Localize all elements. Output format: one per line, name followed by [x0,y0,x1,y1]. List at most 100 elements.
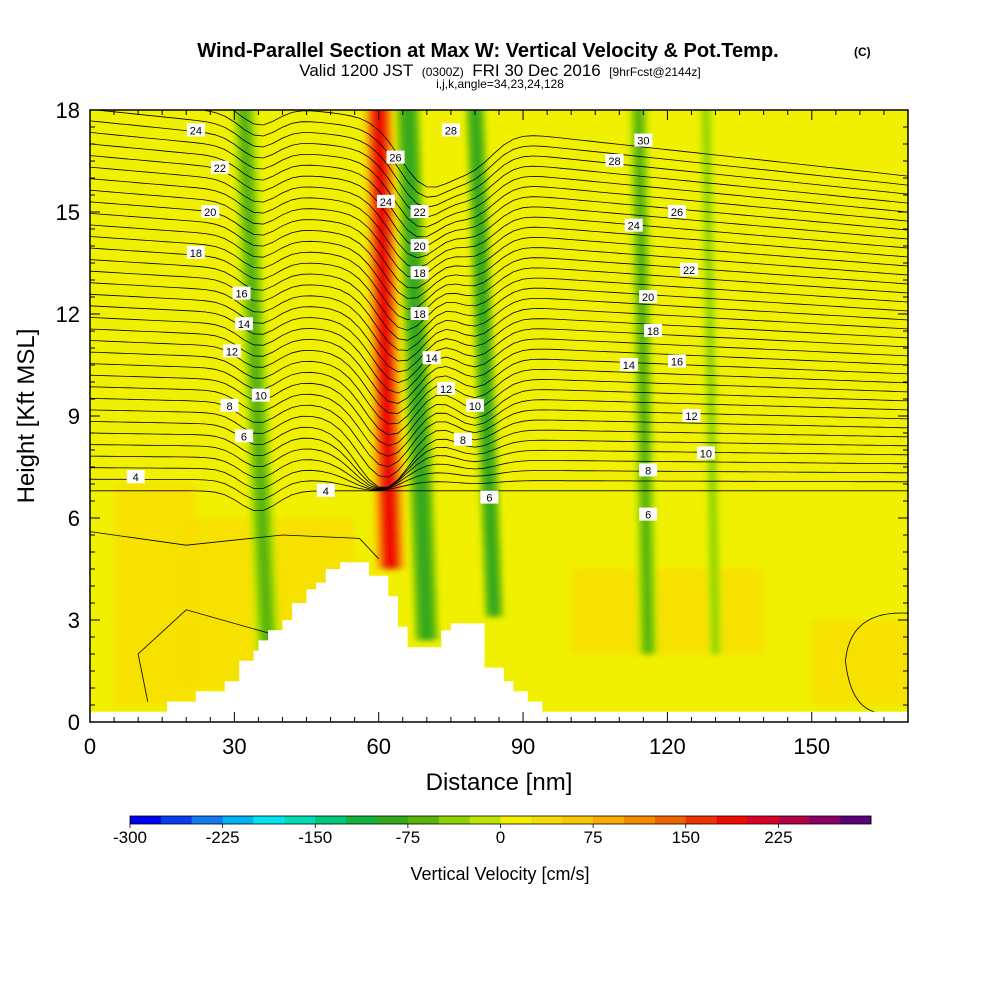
contour-label: 6 [645,510,651,522]
contour-label-bg [210,160,229,174]
contour-label: 10 [700,448,712,460]
theta-contour-line [90,467,908,491]
contour-label-bg [624,218,643,232]
contour-label-bg [234,317,253,331]
contour-label: 6 [486,493,492,505]
colorbar-swatch [315,816,347,824]
colorbar-swatch [593,816,625,824]
contour-label: 14 [623,360,635,372]
contour-label: 28 [445,125,457,137]
theta-contour-line [90,166,908,259]
contour-label: 8 [226,401,232,413]
theta-contour-line [90,386,908,457]
valid-time-line: Valid 1200 JST (0300Z) FRI 30 Dec 2016 [… [299,61,701,80]
contour-label: 12 [685,411,697,423]
velocity-band-3-level-2 [238,110,274,654]
y-tick-label: 18 [56,98,80,123]
x-tick-label: 30 [222,734,246,759]
contour-label: 18 [190,248,202,260]
colorbar-swatch [346,816,378,824]
colorbar: -300 -225 -150 -75 0 75 150 225 [113,815,872,847]
contour-label-bg [186,123,205,137]
contour-label: 4 [323,486,329,498]
contour-label-bg [634,133,653,147]
y-tick-label: 3 [68,608,80,633]
colorbar-swatch [840,816,872,824]
contour-label: 18 [413,309,425,321]
theta-contour-line [199,110,908,198]
colorbar-swatch [407,816,440,824]
velocity-band-5-level-2 [703,110,719,654]
theta-contour-line [90,351,908,425]
contour-label: 18 [647,326,659,338]
contour-label: 18 [413,268,425,280]
y-axis-label: Height [Kft MSL] [13,329,40,504]
contour-label: 24 [380,197,392,209]
theta-contour-line [90,374,908,447]
contour-label-bg [220,398,239,412]
section-indices: i,j,k,angle=34,23,24,128 [436,77,564,91]
colorbar-swatch [747,816,779,824]
y-tick-label: 12 [56,302,80,327]
contour-label-bg [316,483,335,497]
plot-area: 24 22 20 18 16 14 12 10 8 6 4 4 26 24 22 20 18 18 14 12 10 8 6… [90,110,908,722]
contour-label-bg [480,490,499,504]
field-patch-0 [114,484,196,705]
contour-label-bg [682,409,701,422]
colorbar-swatch [778,816,810,824]
colorbar-swatch [469,816,501,824]
theta-contour-closed [845,612,908,713]
theta-contour-line [90,421,908,488]
colorbar-tick-label: -150 [298,828,332,847]
x-tick-label: 120 [649,734,686,759]
theta-contour-line [90,409,908,478]
colorbar-swatch [562,816,594,824]
contour-label-bg [441,123,460,137]
contour-label: 26 [389,153,401,165]
contour-label-bg [680,262,699,276]
contour-label-bg [222,344,241,358]
utc-time: (0300Z) [422,65,464,79]
theta-contour-line [90,363,908,436]
contour-label-bg [410,239,429,252]
theta-contour-low-1 [137,609,283,702]
x-tick-label: 0 [84,734,96,759]
contour-label-bg [186,245,205,259]
theta-contour-line [90,201,908,289]
colorbar-tick-label: -75 [396,828,421,847]
theta-contour-line [90,178,908,269]
x-tick-label: 60 [366,734,390,759]
contour-label-bg [696,446,715,460]
valid-date: FRI 30 Dec 2016 [472,61,601,80]
colorbar-tick-label: 150 [672,828,700,847]
contour-label-bg [437,381,456,395]
theta-contour-line [90,317,908,394]
contour-label-bg [668,205,687,218]
theta-contour-line [90,224,908,310]
contour-labels: 24 22 20 18 16 14 12 10 8 6 4 4 26 24 22 20 18 18 14 12 10 8 6… [126,123,715,522]
contour-label-bg [386,150,405,164]
y-tick-label: 6 [68,506,80,531]
theta-contour-line [90,270,908,351]
contour-label: 8 [645,465,651,477]
contour-label-bg [465,398,484,412]
chart-title: Wind-Parallel Section at Max W: Vertical… [197,40,778,62]
contour-label-bg [410,205,429,218]
forecast-info: [9hrFcst@2144z] [609,65,701,79]
contour-label: 22 [214,163,226,175]
chart-title-units: (C) [854,45,871,59]
theta-contour-line [232,110,908,188]
y-axis: 0 3 6 9 12 15 18 [56,98,908,735]
x-tick-label: 90 [511,734,535,759]
theta-contour-line [90,259,908,341]
contour-label-bg [234,429,253,443]
contour-label: 20 [413,241,425,253]
colorbar-swatch [222,816,254,824]
colorbar-swatch [654,816,687,824]
colorbar-swatch [685,816,718,824]
theta-contour-line [90,189,908,279]
contour-label: 22 [413,207,425,219]
contour-label: 24 [628,221,640,233]
theta-contour-low-0 [90,531,379,560]
